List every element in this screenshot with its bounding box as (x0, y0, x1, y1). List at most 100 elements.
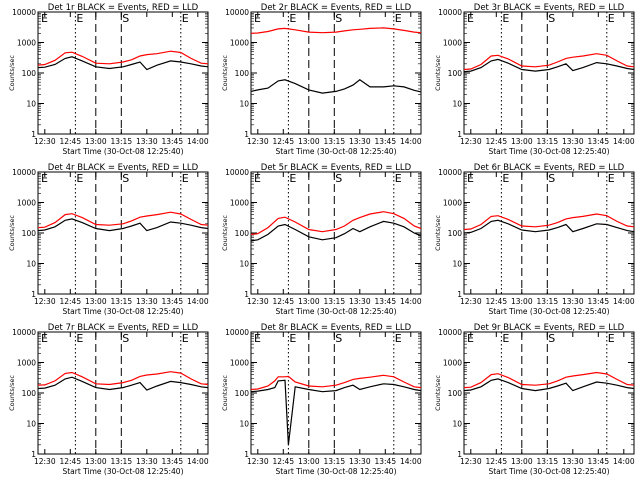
x-axis-label: Start Time (30-Oct-08 12:25:40) (488, 467, 609, 476)
chart-panel: Det 6r BLACK = Events, RED = LLD 1 10 100 10… (434, 163, 635, 316)
y-tick-label: 10 (452, 100, 462, 109)
y-axis-label: Counts/sec (8, 215, 16, 251)
x-tick-label: 13:45 (587, 457, 609, 466)
x-tick-label: 13:45 (374, 137, 396, 146)
y-tick-label: 1000 (230, 359, 249, 368)
y-tick-label: 10 (26, 100, 36, 109)
x-tick-label: 13:45 (374, 457, 396, 466)
y-axis-label: Counts/sec (221, 215, 229, 251)
y-tick-label: 10000 (12, 168, 36, 177)
marker-label: S (548, 12, 555, 25)
y-tick-label: 1000 (230, 199, 249, 208)
lld-series-line (37, 50, 209, 66)
x-tick-label: 13:45 (161, 137, 183, 146)
x-tick-label: 13:15 (110, 457, 132, 466)
x-tick-label: 12:45 (59, 137, 81, 146)
chart-title: Det 6r BLACK = Events, RED = LLD (474, 163, 625, 173)
marker-label: E (395, 332, 402, 345)
x-tick-label: 13:00 (298, 137, 320, 146)
y-tick-label: 10 (239, 260, 249, 269)
x-tick-label: 12:30 (247, 297, 269, 306)
y-tick-label: 10000 (438, 8, 462, 17)
marker-label: E (395, 172, 402, 185)
y-axis-label: Counts/sec (8, 55, 16, 91)
y-tick-label: 1000 (443, 359, 462, 368)
y-axis-label: Counts/sec (8, 375, 16, 411)
plot-frame (250, 171, 422, 295)
y-tick-label: 1 (31, 290, 36, 299)
lld-series-line (250, 211, 422, 235)
x-tick-label: 13:30 (136, 297, 158, 306)
x-tick-label: 13:00 (511, 297, 533, 306)
marker-label: S (122, 172, 129, 185)
x-tick-label: 13:00 (298, 457, 320, 466)
x-axis-label: Start Time (30-Oct-08 12:25:40) (62, 307, 183, 316)
x-tick-label: 13:00 (85, 297, 107, 306)
chart-title: Det 7r BLACK = Events, RED = LLD (48, 323, 199, 333)
plot-frame (37, 11, 209, 135)
y-tick-label: 100 (22, 69, 37, 78)
y-tick-label: 10000 (438, 328, 462, 337)
events-series-line (250, 379, 422, 445)
y-axis-label: Counts/sec (434, 55, 442, 91)
x-tick-label: 13:45 (161, 297, 183, 306)
marker-label: S (548, 332, 555, 345)
marker-label: E (502, 332, 509, 345)
y-tick-label: 1000 (17, 359, 36, 368)
x-tick-label: 13:30 (562, 457, 584, 466)
x-tick-label: 13:15 (536, 137, 558, 146)
y-tick-label: 10000 (12, 328, 36, 337)
x-tick-label: 12:30 (34, 457, 56, 466)
marker-label: E (467, 172, 474, 185)
y-tick-label: 10000 (225, 8, 249, 17)
marker-label: E (608, 332, 615, 345)
marker-label: S (335, 332, 342, 345)
x-tick-label: 13:30 (136, 457, 158, 466)
y-tick-label: 1000 (17, 199, 36, 208)
x-tick-label: 13:00 (85, 457, 107, 466)
lld-series-line (463, 213, 635, 231)
marker-label: E (41, 12, 48, 25)
x-tick-label: 13:15 (323, 457, 345, 466)
chart-panel: Det 9r BLACK = Events, RED = LLD 1 10 100 10… (434, 323, 635, 476)
x-tick-label: 12:30 (34, 137, 56, 146)
x-tick-label: 12:45 (485, 137, 507, 146)
marker-label: E (254, 172, 261, 185)
x-tick-label: 12:45 (59, 457, 81, 466)
x-tick-label: 13:00 (511, 457, 533, 466)
x-tick-label: 13:30 (349, 297, 371, 306)
x-tick-label: 12:45 (272, 457, 294, 466)
lld-series-line (37, 211, 209, 229)
x-tick-label: 13:45 (161, 457, 183, 466)
y-tick-label: 10 (452, 420, 462, 429)
plot-frame (463, 171, 635, 295)
y-tick-label: 10 (26, 260, 36, 269)
lld-series-line (250, 374, 422, 391)
x-axis-label: Start Time (30-Oct-08 12:25:40) (275, 147, 396, 156)
x-tick-label: 13:00 (511, 137, 533, 146)
x-tick-label: 13:15 (536, 297, 558, 306)
chart-panel: Det 4r BLACK = Events, RED = LLD 1 10 100 10… (8, 163, 209, 316)
x-tick-label: 14:00 (613, 297, 635, 306)
x-tick-label: 13:30 (562, 137, 584, 146)
x-axis-label: Start Time (30-Oct-08 12:25:40) (275, 467, 396, 476)
y-tick-label: 10000 (438, 168, 462, 177)
marker-label: E (395, 12, 402, 25)
marker-label: E (502, 12, 509, 25)
marker-label: E (289, 172, 296, 185)
chart-panel: Det 7r BLACK = Events, RED = LLD 1 10 100 10… (8, 323, 209, 476)
marker-label: E (41, 332, 48, 345)
x-tick-label: 12:30 (460, 457, 482, 466)
y-tick-label: 1 (244, 130, 249, 139)
x-tick-label: 12:30 (460, 137, 482, 146)
x-tick-label: 13:15 (536, 457, 558, 466)
x-tick-label: 12:30 (34, 297, 56, 306)
chart-title: Det 3r BLACK = Events, RED = LLD (474, 3, 625, 13)
x-tick-label: 12:30 (460, 297, 482, 306)
y-tick-label: 1000 (443, 199, 462, 208)
marker-label: E (467, 332, 474, 345)
x-tick-label: 13:45 (587, 137, 609, 146)
x-tick-label: 14:00 (400, 137, 422, 146)
chart-panel: Det 3r BLACK = Events, RED = LLD 1 10 100 10… (434, 3, 635, 156)
